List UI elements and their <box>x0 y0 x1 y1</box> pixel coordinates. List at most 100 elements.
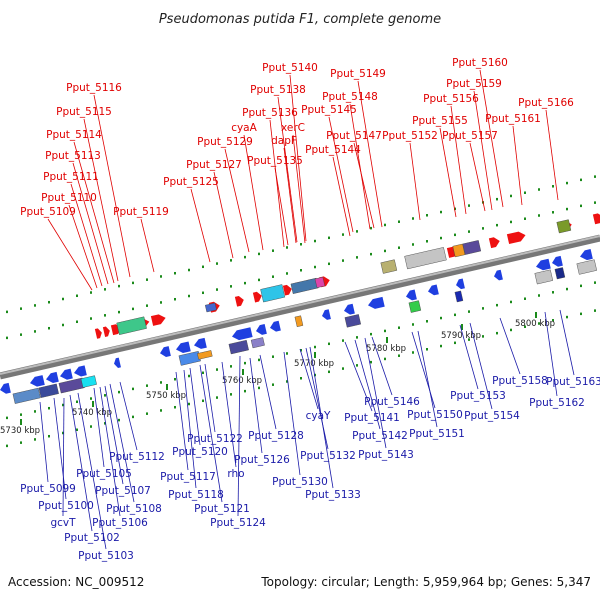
forward-gene-label: Pput_5116 <box>66 82 122 94</box>
tick-dot <box>132 387 134 391</box>
gene-arrow <box>150 314 166 326</box>
tick-dot <box>62 297 64 301</box>
gene-box <box>250 337 265 349</box>
tick-dot <box>62 431 64 435</box>
leader-line <box>299 348 319 410</box>
reverse-gene-label: Pput_5146 <box>364 396 420 408</box>
tick-dot <box>426 320 428 323</box>
tick-dot <box>496 331 498 335</box>
forward-block <box>380 259 398 274</box>
tick-dot <box>216 368 218 371</box>
tick-dot <box>496 223 498 227</box>
leader-line <box>99 386 121 517</box>
tick-dot <box>174 405 176 409</box>
tick-dot <box>34 330 36 333</box>
reverse-block <box>12 387 41 404</box>
tick-dot <box>244 255 246 259</box>
tick-dot <box>510 300 512 304</box>
leader-line <box>93 94 131 278</box>
tick-dot <box>412 351 414 354</box>
gene-box <box>228 339 249 355</box>
tick-dot <box>538 214 540 217</box>
tick-dot <box>76 400 78 404</box>
leader-line <box>224 148 250 253</box>
leader-line <box>213 171 234 259</box>
leader-line <box>259 354 277 430</box>
tick-dot <box>594 175 596 178</box>
gene-arrow <box>114 357 121 368</box>
reverse-gene <box>194 337 207 349</box>
tick-dot <box>104 394 106 397</box>
leader-line <box>39 401 49 483</box>
leader-line <box>469 142 486 212</box>
forward-gene-label: Pput_5148 <box>322 91 378 103</box>
forward-gene <box>150 314 166 326</box>
leader-line <box>73 141 115 284</box>
gene-box <box>404 247 447 270</box>
tick-dot <box>412 323 414 326</box>
tick-dot <box>440 210 442 214</box>
genome-backbone <box>0 234 600 380</box>
reverse-gene-label: Pput_5141 <box>344 412 400 424</box>
forward-gene-label: Pput_5144 <box>305 144 361 156</box>
tick-dot <box>146 278 148 281</box>
tick-dot <box>300 377 302 380</box>
gene-box <box>452 243 466 258</box>
tick-mark <box>461 324 463 330</box>
tick-dot <box>160 409 162 412</box>
leader-line <box>199 364 223 503</box>
tick-dot <box>188 294 190 298</box>
reverse-gene <box>60 368 73 380</box>
reverse-gene <box>0 382 11 394</box>
reverse-gene-label: Pput_5126 <box>234 454 290 466</box>
tick-dot <box>314 345 316 349</box>
tick-dot <box>118 310 120 314</box>
gene-arrow <box>270 320 281 332</box>
reverse-gene-label: Pput_5107 <box>95 485 151 497</box>
forward-block <box>404 247 447 270</box>
leader-line <box>109 383 135 503</box>
reverse-gene <box>46 371 59 383</box>
forward-gene <box>94 328 102 339</box>
forward-gene-label: Pput_5113 <box>45 150 101 162</box>
forward-gene-label: dapF <box>271 135 297 147</box>
gene-arrow <box>160 346 171 357</box>
tick-dot <box>20 413 22 416</box>
gene-box <box>12 387 41 404</box>
tick-dot <box>286 272 288 275</box>
tick-dot <box>160 381 162 384</box>
gene-arrow <box>406 289 417 301</box>
tick-dot <box>188 374 190 378</box>
reverse-block <box>294 315 304 328</box>
gene-box <box>80 375 97 388</box>
leader-line <box>332 156 351 237</box>
reverse-gene-label: Pput_5121 <box>194 503 250 515</box>
reverse-gene <box>322 309 331 320</box>
reverse-gene <box>256 324 267 335</box>
tick-dot <box>496 197 498 201</box>
tick-dot <box>356 364 358 367</box>
tick-dot <box>496 303 498 307</box>
tick-dot <box>538 188 540 191</box>
tick-dot <box>356 256 358 259</box>
forward-gene-label: Pput_5115 <box>56 106 112 118</box>
gene-arrow <box>74 365 87 377</box>
leader-line <box>237 355 241 517</box>
reverse-gene <box>344 303 355 315</box>
tick-dot <box>566 207 568 211</box>
leader-line <box>545 109 559 201</box>
gene-arrow <box>494 269 503 281</box>
leader-line <box>289 74 307 242</box>
forward-block <box>314 276 326 288</box>
leader-line <box>459 324 479 390</box>
tick-dot <box>300 243 302 246</box>
tick-dot <box>482 335 484 338</box>
tick-label: 5800 kbp <box>515 319 555 329</box>
forward-gene-label: Pput_5152 <box>382 130 438 142</box>
leader-line <box>83 118 119 282</box>
forward-gene-label: Pput_5149 <box>330 68 386 80</box>
leader-line <box>309 346 334 489</box>
tick-dot <box>398 354 400 357</box>
reverse-block <box>80 375 97 388</box>
forward-block <box>204 302 217 313</box>
